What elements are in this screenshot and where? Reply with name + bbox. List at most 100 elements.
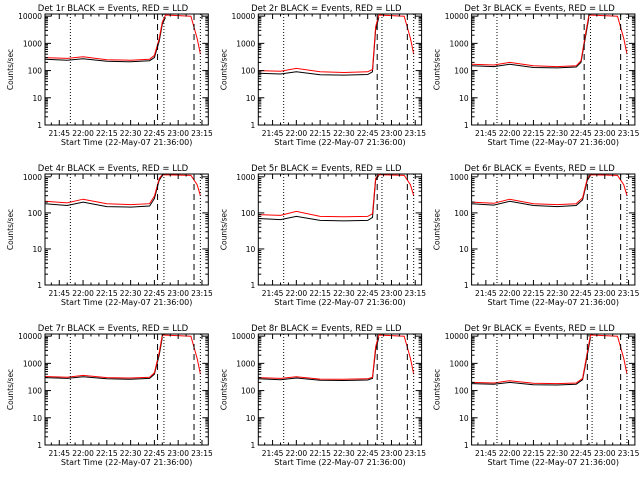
y-axis-label: Counts/sec (433, 49, 442, 90)
plot-frame (471, 173, 636, 286)
plot-frame (44, 333, 209, 446)
lld-series-line (258, 174, 415, 218)
y-tick-label: 1000 (23, 173, 42, 182)
y-axis-label: Counts/sec (433, 369, 442, 410)
x-tick-label: 22:45 (357, 129, 379, 138)
panel-1: Det 1r BLACK = Events, RED = LLD 1 10 100 10… (6, 4, 213, 147)
y-tick-label: 1 (251, 121, 256, 130)
plot-frame (471, 333, 636, 446)
y-tick-label: 1 (464, 121, 469, 130)
y-tick-label: 1000 (23, 359, 42, 368)
y-tick-label: 100 (241, 67, 256, 76)
panel-7: Det 7r BLACK = Events, RED = LLD 1 10 100 10… (6, 324, 213, 467)
x-tick-label: 22:45 (357, 289, 379, 298)
y-tick-label: 1 (251, 441, 256, 450)
x-tick-label: 22:00 (72, 289, 94, 298)
x-tick-label: 23:15 (618, 289, 640, 298)
x-tick-label: 22:15 (309, 289, 331, 298)
lld-series-line (471, 174, 628, 206)
x-tick-label: 23:15 (191, 449, 213, 458)
y-tick-label: 10 (459, 94, 469, 103)
y-tick-label: 10 (32, 245, 42, 254)
panel-8: Det 8r BLACK = Events, RED = LLD 1 10 100 10… (219, 324, 426, 467)
x-axis-label: Start Time (22-May-07 21:36:00) (274, 138, 405, 147)
x-axis-label: Start Time (22-May-07 21:36:00) (61, 298, 192, 307)
y-tick-label: 10000 (445, 332, 469, 341)
y-tick-label: 1 (37, 281, 42, 290)
x-tick-label: 23:00 (167, 449, 189, 458)
plot-frame (44, 13, 209, 126)
y-axis-label: Counts/sec (6, 49, 15, 90)
y-tick-label: 100 (241, 387, 256, 396)
y-axis-label: Counts/sec (219, 49, 228, 90)
panel-9: Det 9r BLACK = Events, RED = LLD 1 10 100 10… (433, 324, 640, 467)
panel-title: Det 1r BLACK = Events, RED = LLD (38, 4, 189, 14)
x-tick-label: 23:15 (191, 289, 213, 298)
y-tick-label: 10 (459, 414, 469, 423)
x-tick-label: 22:30 (333, 289, 355, 298)
y-tick-label: 1000 (23, 39, 42, 48)
y-tick-label: 1 (37, 121, 42, 130)
x-tick-label: 23:15 (618, 129, 640, 138)
events-series-line (471, 337, 591, 386)
y-tick-label: 10000 (231, 12, 255, 21)
lld-series-line (44, 14, 201, 61)
y-tick-label: 100 (454, 67, 469, 76)
lld-series-line (471, 334, 628, 385)
x-axis-label: Start Time (22-May-07 21:36:00) (488, 458, 619, 467)
panel-5: Det 5r BLACK = Events, RED = LLD 1 10 100 10… (219, 164, 426, 307)
y-axis-label: Counts/sec (433, 209, 442, 250)
y-tick-label: 10 (246, 94, 256, 103)
panel-title: Det 8r BLACK = Events, RED = LLD (251, 324, 402, 334)
x-tick-label: 22:15 (523, 289, 545, 298)
x-tick-label: 23:15 (404, 449, 426, 458)
lld-series-line (258, 14, 415, 74)
plot-frame (257, 333, 423, 446)
y-tick-label: 10000 (231, 332, 255, 341)
y-tick-label: 100 (28, 209, 43, 218)
x-tick-label: 22:15 (309, 449, 331, 458)
panel-title: Det 9r BLACK = Events, RED = LLD (464, 324, 615, 334)
events-series-line (44, 337, 163, 380)
y-tick-label: 10 (246, 245, 256, 254)
panel-3: Det 3r BLACK = Events, RED = LLD 1 10 100 10… (433, 4, 640, 147)
panel-2: Det 2r BLACK = Events, RED = LLD 1 10 100 10… (219, 4, 426, 147)
panel-4: Det 4r BLACK = Events, RED = LLD 1 10 100 10… (6, 164, 213, 307)
y-tick-label: 1 (464, 281, 469, 290)
y-tick-label: 1000 (236, 39, 255, 48)
x-tick-label: 22:45 (144, 129, 166, 138)
panel-title: Det 6r BLACK = Events, RED = LLD (464, 164, 615, 174)
y-axis-label: Counts/sec (219, 369, 228, 410)
y-tick-label: 1000 (450, 173, 469, 182)
x-tick-label: 23:15 (618, 449, 640, 458)
lld-series-line (44, 334, 201, 379)
x-tick-label: 21:45 (475, 289, 497, 298)
x-tick-label: 22:45 (570, 449, 592, 458)
x-tick-label: 21:45 (475, 449, 497, 458)
x-tick-label: 21:45 (262, 289, 284, 298)
y-tick-label: 100 (454, 209, 469, 218)
y-tick-label: 1000 (236, 173, 255, 182)
x-tick-label: 23:00 (381, 289, 403, 298)
y-tick-label: 100 (28, 67, 43, 76)
y-tick-label: 10000 (445, 12, 469, 21)
x-tick-label: 21:45 (475, 129, 497, 138)
y-tick-label: 10 (32, 94, 42, 103)
panel-6: Det 6r BLACK = Events, RED = LLD 1 10 100 10… (433, 164, 640, 307)
x-tick-label: 21:45 (262, 129, 284, 138)
x-tick-label: 22:30 (333, 449, 355, 458)
y-tick-label: 10000 (18, 12, 42, 21)
x-tick-label: 22:00 (72, 129, 94, 138)
panel-title: Det 5r BLACK = Events, RED = LLD (251, 164, 402, 174)
plot-frame (257, 173, 423, 286)
y-tick-label: 10000 (18, 332, 42, 341)
events-series-line (471, 175, 591, 208)
y-axis-label: Counts/sec (6, 369, 15, 410)
x-tick-label: 22:30 (546, 449, 568, 458)
x-tick-label: 23:00 (167, 129, 189, 138)
x-tick-label: 22:15 (96, 129, 118, 138)
x-tick-label: 22:30 (546, 289, 568, 298)
x-tick-label: 23:00 (381, 449, 403, 458)
y-tick-label: 100 (241, 209, 256, 218)
x-tick-label: 22:15 (309, 129, 331, 138)
